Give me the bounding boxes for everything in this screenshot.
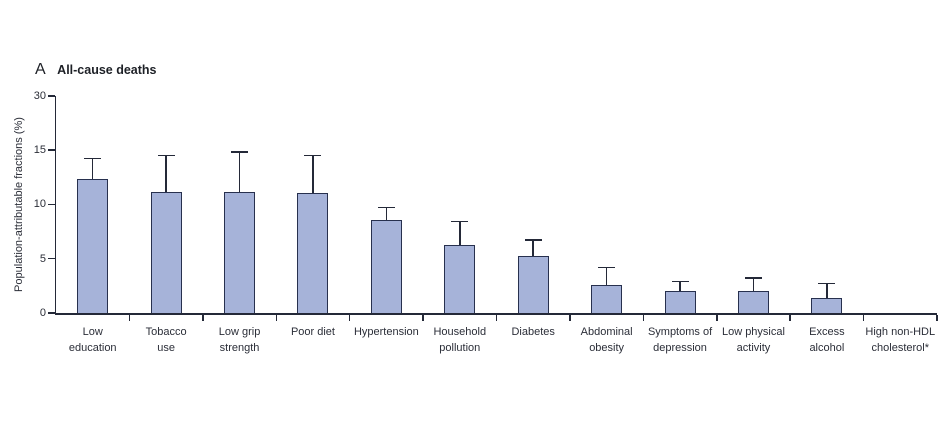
x-tick [128, 314, 131, 321]
bar [664, 291, 696, 313]
error-bar-cap [157, 154, 175, 157]
category-label-line: depression [653, 342, 707, 354]
y-tick [47, 149, 55, 151]
y-axis-line [54, 96, 56, 313]
error-bar-cap [231, 151, 249, 153]
error-bar [605, 267, 608, 285]
y-tick-label: 10 [33, 198, 46, 211]
category-label: High non-HDL cholesterol* [854, 324, 943, 356]
category-label-line: strength [219, 342, 260, 354]
error-bar [532, 240, 534, 257]
x-tick [495, 314, 498, 321]
category-label-line: cholesterol* [871, 342, 930, 354]
x-tick [275, 314, 277, 321]
bar [77, 179, 109, 313]
category-label-line: Poor diet [290, 326, 335, 338]
category-label-line: Low grip [218, 326, 261, 338]
category-label-line: Excess [809, 326, 845, 338]
category-label: Excess alcohol [781, 324, 873, 356]
category-label-line: activity [736, 342, 771, 354]
x-tick [716, 314, 718, 321]
x-tick [862, 314, 865, 321]
x-tick [642, 314, 645, 321]
bar [297, 193, 329, 313]
bar [591, 284, 623, 313]
error-bar [385, 207, 388, 220]
error-bar-cap [304, 154, 322, 157]
category-label: Low grip strength [194, 324, 286, 356]
category-label: Low physical activity [707, 324, 799, 356]
x-tick [789, 314, 791, 321]
error-bar-cap [451, 220, 469, 223]
category-label-line: Abdominal [580, 326, 633, 338]
bar [444, 244, 476, 313]
y-tick [47, 203, 55, 206]
category-label: Poor diet [267, 324, 359, 340]
category-label-line: Hypertension [353, 326, 419, 338]
category-label-line: pollution [439, 342, 481, 354]
error-bar-cap [598, 266, 616, 269]
y-tick-label: 30 [33, 90, 46, 102]
error-bar [238, 152, 241, 193]
category-label-line: High non-HDL [865, 326, 936, 338]
error-bar-cap [744, 277, 762, 279]
bar [150, 192, 182, 313]
x-tick [936, 314, 938, 321]
panel-title-text: All-cause deaths [57, 63, 157, 77]
category-label: Household pollution [414, 324, 506, 356]
category-label: Tobacco use [120, 324, 212, 356]
panel-letter: A [35, 61, 47, 78]
category-label: Hypertension [340, 324, 432, 340]
error-bar [679, 281, 681, 292]
y-tick [47, 257, 55, 260]
category-label-line: Diabetes [511, 326, 555, 338]
error-bar [165, 155, 167, 193]
x-tick [202, 314, 204, 321]
y-tick-label: 5 [39, 252, 46, 265]
category-label-line: alcohol [809, 342, 845, 354]
category-label-line: Tobacco [145, 326, 187, 338]
error-bar [826, 283, 828, 298]
bar [737, 291, 769, 313]
bar [811, 297, 843, 313]
category-label-line: Household [433, 326, 487, 338]
y-tick-label: 0 [39, 307, 46, 319]
category-label-line: use [157, 342, 175, 354]
category-label-line: Low physical [721, 326, 785, 338]
category-label-line: obesity [589, 342, 625, 354]
error-bar-cap [818, 282, 836, 285]
bar [370, 219, 402, 313]
error-bar-cap [524, 239, 542, 241]
error-bar [459, 221, 461, 245]
bar [224, 192, 256, 313]
x-tick [348, 314, 351, 321]
error-bar [312, 155, 314, 194]
y-tick [47, 95, 55, 97]
x-tick [422, 314, 424, 321]
error-bar [91, 158, 94, 180]
y-tick [47, 312, 55, 314]
error-bar-cap [671, 280, 689, 283]
error-bar-cap [84, 157, 102, 160]
category-label: Abdominal obesity [561, 324, 653, 356]
y-tick-label: 15 [33, 144, 46, 156]
category-label-line: Symptoms of [647, 326, 713, 338]
error-bar-cap [377, 206, 395, 209]
x-axis-line [54, 313, 937, 315]
x-tick [569, 314, 571, 321]
panel-title: A All-cause deaths [35, 61, 157, 79]
category-label: Low education [47, 324, 139, 356]
category-label-line: Low [82, 326, 103, 338]
error-bar [752, 278, 755, 292]
bar [517, 256, 549, 313]
category-label: Diabetes [487, 324, 579, 340]
category-label-line: education [68, 342, 117, 354]
category-label: Symptoms of depression [634, 324, 726, 356]
